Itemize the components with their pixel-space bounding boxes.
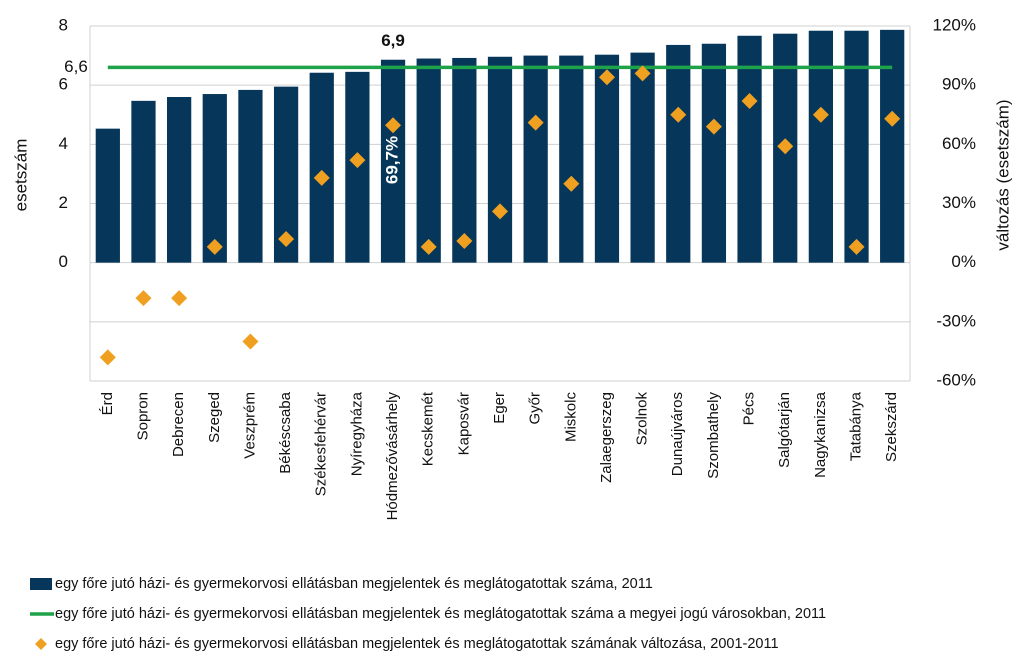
- diamond-marker: [812, 106, 829, 123]
- y2-tick-label: 90%: [942, 75, 976, 94]
- diamond-marker: [598, 69, 615, 86]
- y2-tick-label: 60%: [942, 134, 976, 153]
- bar: [452, 57, 477, 263]
- bar: [880, 29, 905, 263]
- diamond-marker: [670, 106, 687, 123]
- y-tick-label: 0: [59, 252, 68, 271]
- bar: [95, 128, 120, 263]
- bar: [844, 30, 869, 263]
- x-tick-label: Tatabánya: [847, 391, 864, 461]
- diamond-marker: [741, 92, 758, 109]
- legend-label: egy főre jutó házi- és gyermekorvosi ell…: [55, 636, 779, 652]
- x-tick-label: Kecskemét: [420, 391, 437, 466]
- y2-tick-label: 30%: [942, 193, 976, 212]
- x-tick-label: Szombathely: [705, 392, 722, 479]
- bar: [309, 72, 334, 263]
- x-tick-label: Székesfehérvár: [313, 392, 330, 496]
- diamond-marker: [385, 117, 402, 134]
- y2-tick-label: 0%: [951, 252, 976, 271]
- point-value-label: 69,7%: [383, 136, 402, 184]
- bar: [167, 97, 192, 263]
- bar: [559, 55, 584, 263]
- x-tick-label: Debrecen: [170, 392, 187, 457]
- diamond-marker: [563, 175, 580, 192]
- x-tick-label: Érd: [99, 392, 116, 415]
- diamond-marker: [99, 349, 116, 366]
- y2-tick-label: -60%: [936, 370, 976, 389]
- x-tick-label: Sopron: [134, 392, 151, 440]
- bar: [808, 30, 833, 263]
- diamond-marker: [242, 333, 259, 350]
- x-tick-label: Miskolc: [562, 392, 579, 443]
- legend-label: egy főre jutó házi- és gyermekorvosi ell…: [55, 606, 826, 622]
- bar: [701, 43, 727, 263]
- diamond-marker: [420, 238, 437, 255]
- y-tick-label: 8: [59, 15, 68, 34]
- y-axis-title: esetszám: [11, 139, 30, 212]
- x-tick-label: Eger: [491, 392, 508, 424]
- y-tick-label: 4: [59, 134, 68, 153]
- bar: [487, 56, 513, 263]
- bar: [523, 55, 548, 263]
- bar: [202, 94, 227, 263]
- diamond-marker: [135, 290, 152, 307]
- legend-marker: [30, 578, 52, 590]
- x-tick-label: Szekszárd: [883, 392, 900, 462]
- y2-tick-label: -30%: [936, 311, 976, 330]
- diamond-marker: [492, 203, 508, 220]
- diamond-marker: [313, 169, 330, 186]
- bar: [416, 58, 441, 263]
- bar: [380, 59, 406, 263]
- bar: [131, 100, 156, 263]
- x-tick-label: Hódmezővásárhely: [384, 392, 401, 521]
- x-tick-label: Győr: [527, 392, 544, 425]
- x-tick-label: Szeged: [206, 392, 223, 443]
- x-tick-label: Pécs: [741, 392, 758, 425]
- line-value-label: 6,6: [64, 57, 88, 76]
- bar: [238, 89, 263, 263]
- bar: [630, 52, 655, 263]
- legend-marker: [35, 638, 47, 650]
- diamond-marker: [349, 152, 366, 169]
- diamond-marker: [278, 231, 295, 247]
- diamond-marker: [705, 118, 722, 135]
- y-tick-label: 2: [59, 193, 68, 212]
- bar-value-label: 6,9: [381, 31, 405, 50]
- x-tick-label: Zalaegerszeg: [598, 392, 615, 483]
- diamond-marker: [884, 110, 901, 127]
- x-tick-label: Kaposvár: [455, 392, 472, 455]
- legend-label: egy főre jutó házi- és gyermekorvosi ell…: [55, 576, 653, 592]
- y2-axis-title: változás (esetszám): [993, 99, 1012, 250]
- diamond-marker: [527, 114, 544, 131]
- x-tick-label: Nagykanizsa: [812, 391, 829, 478]
- x-tick-label: Salgótarján: [776, 392, 793, 468]
- diamond-marker: [848, 238, 865, 255]
- diamond-marker: [206, 238, 223, 255]
- x-tick-label: Szolnok: [634, 392, 651, 446]
- x-tick-label: Veszprém: [241, 392, 258, 459]
- diamond-marker: [171, 290, 188, 307]
- diamond-marker: [777, 138, 794, 155]
- diamond-marker: [456, 232, 473, 249]
- diamond-marker: [634, 65, 651, 82]
- bar: [737, 35, 762, 263]
- bar: [666, 44, 691, 263]
- bar: [594, 54, 620, 263]
- x-tick-label: Békéscsaba: [277, 391, 294, 473]
- x-tick-label: Nyíregyháza: [348, 391, 365, 476]
- y2-tick-label: 120%: [933, 15, 976, 34]
- y-tick-label: 6: [59, 75, 68, 94]
- x-tick-label: Dunaújváros: [669, 392, 686, 476]
